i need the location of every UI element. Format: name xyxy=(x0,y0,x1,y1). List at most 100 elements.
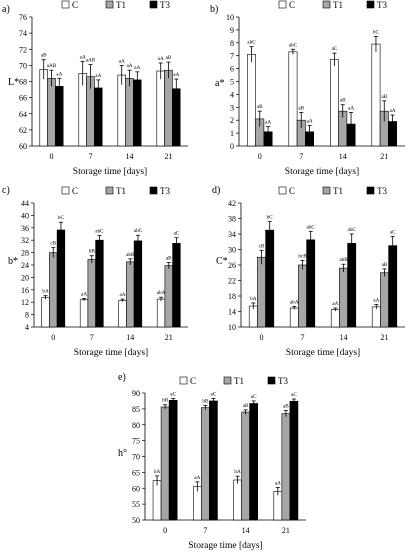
significance-label: aB xyxy=(382,262,388,268)
x-tick-label: 21 xyxy=(282,526,290,535)
legend-swatch-c xyxy=(179,376,188,385)
bar-t3 xyxy=(172,243,181,328)
significance-label: aA xyxy=(348,105,354,111)
panel-letter: b) xyxy=(210,4,218,15)
x-tick-label: 0 xyxy=(50,152,54,161)
significance-label: aA xyxy=(120,292,126,298)
legend-label: C xyxy=(72,186,78,196)
legend-swatch-t3 xyxy=(149,0,158,9)
x-axis-title: Storage time [days] xyxy=(74,348,148,358)
x-tick-label: 14 xyxy=(339,152,347,161)
y-tick-label: 24 xyxy=(21,261,29,270)
y-axis-title: C* xyxy=(216,256,228,267)
bar-t3 xyxy=(265,229,275,328)
x-tick-label: 21 xyxy=(165,152,173,161)
legend-swatch-t1 xyxy=(322,186,331,195)
x-tick-label: 7 xyxy=(90,333,94,342)
x-tick-label: 14 xyxy=(340,333,348,342)
bar-t3 xyxy=(133,240,143,328)
y-tick-label: 28 xyxy=(21,249,29,258)
y-tick-label: 8 xyxy=(25,311,29,320)
x-tick-label: 7 xyxy=(299,152,303,161)
y-tick-label: 44 xyxy=(21,199,29,208)
y-tick-label: 85 xyxy=(132,405,140,414)
legend-swatch-t3 xyxy=(366,0,375,9)
panel-letter: a) xyxy=(2,4,10,15)
bar-c xyxy=(233,479,242,521)
significance-label: aA xyxy=(56,71,62,77)
x-tick-label: 14 xyxy=(242,526,250,535)
y-tick-label: 22 xyxy=(228,277,236,286)
y-tick-label: 76 xyxy=(19,13,27,22)
y-tick-label: 80 xyxy=(132,421,140,430)
y-tick-label: 9 xyxy=(230,26,234,35)
bar-t1 xyxy=(49,252,58,328)
bar-c xyxy=(289,307,299,328)
legend-label: T3 xyxy=(160,186,170,196)
y-axis-title: h° xyxy=(118,448,127,459)
legend-swatch-t3 xyxy=(267,376,276,385)
bar-c xyxy=(248,305,258,328)
significance-label: bB xyxy=(202,398,209,404)
bar-t3 xyxy=(347,243,357,328)
legend-swatch-c xyxy=(61,186,70,195)
bar-c xyxy=(39,69,48,147)
significance-label: aC xyxy=(251,394,257,400)
significance-label: aC xyxy=(390,229,396,235)
x-tick-label: 7 xyxy=(203,526,207,535)
y-tick-label: 6 xyxy=(230,65,234,74)
legend-label: T1 xyxy=(116,186,126,196)
y-tick-label: 30 xyxy=(228,246,236,255)
y-tick-label: 12 xyxy=(21,298,29,307)
significance-label: aB xyxy=(257,104,263,110)
significance-label: abC xyxy=(247,40,256,46)
significance-label: aC xyxy=(332,46,338,52)
significance-label: aB xyxy=(166,55,172,61)
y-tick-label: 68 xyxy=(19,78,27,87)
bar-c xyxy=(193,486,202,521)
significance-label: aA xyxy=(119,58,125,64)
y-tick-label: 60 xyxy=(19,142,27,151)
panel-letter: c) xyxy=(2,185,10,196)
significance-label: aA xyxy=(80,54,86,60)
bar-c xyxy=(329,59,339,147)
bar-c xyxy=(247,54,256,147)
significance-label: aB xyxy=(166,256,172,262)
y-tick-label: 3 xyxy=(230,103,234,112)
significance-label: aAB xyxy=(47,63,57,69)
legend-label: T3 xyxy=(377,0,387,10)
bar-t3 xyxy=(388,245,398,328)
significance-label: abC xyxy=(289,42,298,48)
significance-label: aAB xyxy=(86,58,96,64)
bar-t1 xyxy=(126,261,135,328)
y-tick-label: 42 xyxy=(228,199,236,208)
significance-label: cB xyxy=(50,241,56,247)
legend-swatch-t1 xyxy=(105,186,114,195)
significance-label: aA xyxy=(134,65,140,71)
significance-label: abC xyxy=(134,228,143,234)
legend-label: C xyxy=(289,0,295,10)
legend-label: T1 xyxy=(333,0,343,10)
y-tick-label: 34 xyxy=(228,230,236,239)
bar-t1 xyxy=(164,265,173,328)
legend-swatch-t1 xyxy=(322,0,331,9)
significance-label: aA xyxy=(95,73,101,79)
y-tick-label: 60 xyxy=(132,484,140,493)
bar-t3 xyxy=(209,400,218,521)
significance-label: aB xyxy=(243,403,249,409)
legend-label: T3 xyxy=(278,376,288,386)
y-tick-label: 4 xyxy=(25,323,29,332)
legend-swatch-t3 xyxy=(366,186,375,195)
y-tick-label: 14 xyxy=(228,308,236,317)
y-axis-title: L* xyxy=(8,77,19,88)
significance-label: aB xyxy=(283,403,289,409)
y-tick-label: 5 xyxy=(230,78,234,87)
bar-t1 xyxy=(164,69,173,147)
significance-label: bcB xyxy=(298,253,307,259)
significance-label: abB xyxy=(126,252,135,258)
significance-label: aC xyxy=(170,391,176,397)
panel-letter: e) xyxy=(118,372,126,383)
significance-label: bB xyxy=(162,398,169,404)
legend-label: T1 xyxy=(234,376,244,386)
